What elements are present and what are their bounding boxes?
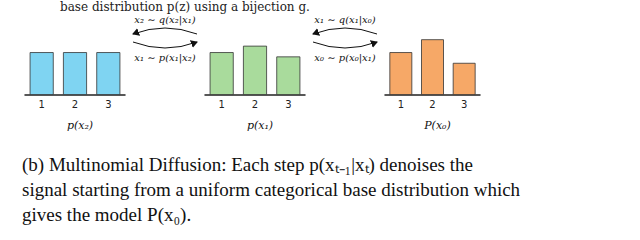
svg-text:p(x₂): p(x₂) [67,119,93,132]
svg-text:2: 2 [252,99,258,110]
html-text:x₂ ∼ q(x₂|x₁): x₂ ∼ q(x₂|x₁) [134,14,196,25]
html-text:gives the model P(x₀).: gives the model P(x₀). [22,204,192,225]
svg-text:3: 3 [105,99,111,110]
svg-text:2: 2 [72,99,78,110]
html-text:x₀ ∼ p(x₀|x₁): x₀ ∼ p(x₀|x₁) [314,52,376,63]
svg-text:1: 1 [218,99,224,110]
html-text:x₁ ∼ p(x₁|x₂): x₁ ∼ p(x₁|x₂) [134,52,196,63]
html-text:(b) Multinomial Diffusion: Eac: (b) Multinomial Diffusion: Each step p(x… [22,154,473,175]
svg-text:P(x₀): P(x₀) [423,119,451,132]
svg-text:3: 3 [461,99,467,110]
svg-text:1: 1 [38,99,44,110]
html-text:base distribution p(z) using a: base distribution p(z) using a bijection… [60,0,310,14]
svg-text:1: 1 [398,99,404,110]
svg-text:3: 3 [285,99,291,110]
svg-text:p(x₁): p(x₁) [247,119,273,132]
html-text:signal starting from a uniform: signal starting from a uniform categoric… [22,179,521,200]
svg-text:2: 2 [429,99,435,110]
html-text:x₁ ∼ q(x₁|x₀): x₁ ∼ q(x₁|x₀) [314,14,376,25]
